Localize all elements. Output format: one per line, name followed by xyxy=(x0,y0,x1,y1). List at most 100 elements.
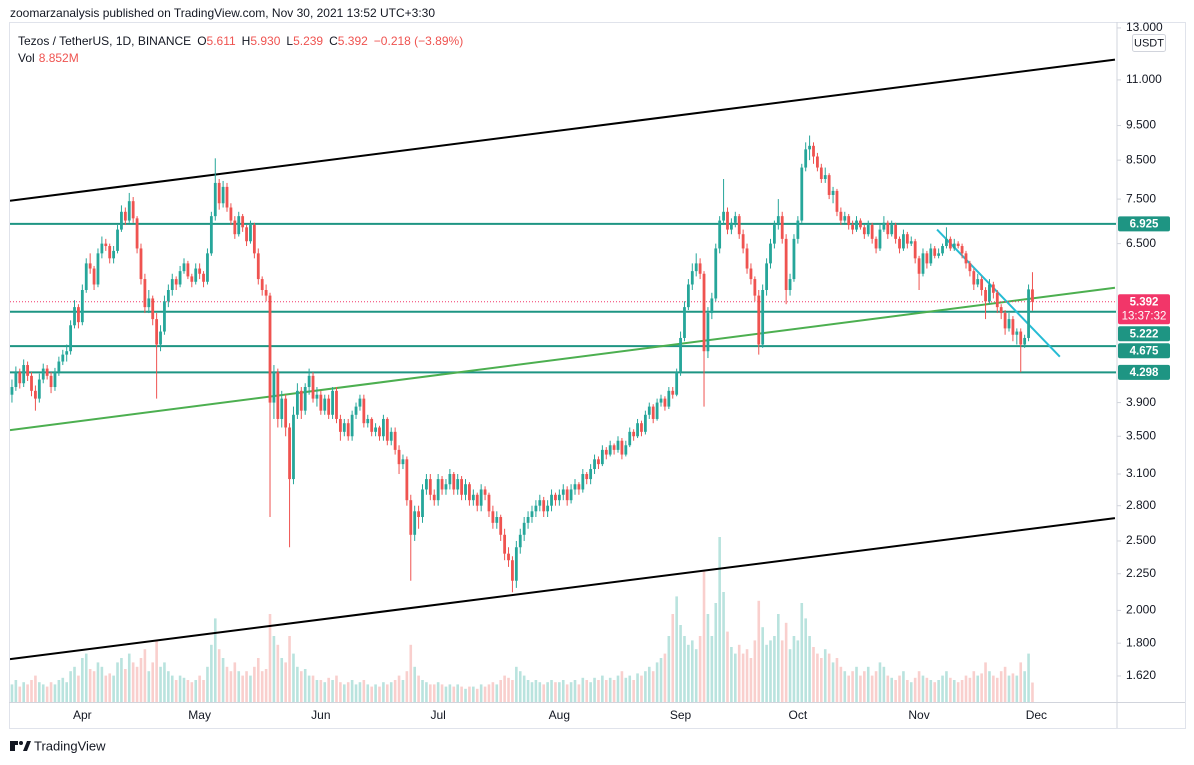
candle-body xyxy=(1015,331,1019,335)
candle-body xyxy=(561,489,565,495)
candle-body xyxy=(487,494,491,512)
publisher-header: zoomarzanalysis published on TradingView… xyxy=(10,6,435,20)
candle-body xyxy=(718,220,722,249)
candle-body xyxy=(729,222,733,230)
volume-bar xyxy=(88,669,92,702)
x-tick-label: Nov xyxy=(908,708,929,722)
candle-body xyxy=(890,225,894,235)
candle-body xyxy=(984,289,987,302)
volume-bar xyxy=(526,680,530,702)
volume-bar xyxy=(952,680,956,702)
volume-bar xyxy=(96,662,100,702)
volume-bar xyxy=(472,686,475,702)
y-tick-label: 7.500 xyxy=(1126,191,1156,205)
candle-body xyxy=(565,489,569,501)
level-badge xyxy=(1118,326,1170,342)
quote-key: C xyxy=(329,34,338,48)
x-tick-label: Apr xyxy=(73,708,92,722)
candle-body xyxy=(776,216,780,226)
candle-body xyxy=(315,394,319,399)
candle-body xyxy=(18,372,22,384)
candle-body xyxy=(538,500,542,506)
candle-body xyxy=(765,263,768,290)
candle-body xyxy=(972,271,976,285)
volume-readout: 8.852M xyxy=(39,51,79,65)
candle-body xyxy=(690,271,694,285)
volume-bar xyxy=(558,682,561,702)
volume-bar xyxy=(604,680,608,702)
x-tick-label: Aug xyxy=(549,708,570,722)
currency-box[interactable] xyxy=(1132,34,1166,52)
candle-body xyxy=(921,253,925,274)
volume-bar xyxy=(863,671,866,702)
candle-body xyxy=(233,220,237,235)
candle-body xyxy=(655,402,659,419)
candle-body xyxy=(886,222,890,235)
candle-body xyxy=(190,276,194,282)
volume-bar xyxy=(397,675,401,702)
candle-body xyxy=(816,156,819,168)
candle-body xyxy=(327,398,331,415)
candle-body xyxy=(784,238,788,290)
candle-body xyxy=(280,398,284,419)
candle-body xyxy=(425,479,428,490)
volume-bar xyxy=(921,675,925,702)
volume-bar xyxy=(155,640,158,702)
candle-body xyxy=(378,427,381,437)
volume-bar xyxy=(73,666,76,702)
volume-bar xyxy=(159,666,162,702)
candle-body xyxy=(866,225,870,235)
volume-bar xyxy=(194,680,198,702)
candle-body xyxy=(722,211,725,221)
currency-label[interactable]: USDT xyxy=(1134,37,1164,49)
volume-bar xyxy=(792,636,796,702)
candle-body xyxy=(57,361,61,373)
level-badge xyxy=(1118,216,1170,232)
volume-bar xyxy=(401,680,405,702)
candle-body xyxy=(389,431,393,441)
candle-body xyxy=(237,216,241,235)
candle-body xyxy=(311,375,315,399)
volume-bar xyxy=(671,614,675,702)
volume-bar xyxy=(413,666,416,702)
volume-bar xyxy=(210,644,213,702)
candle-body xyxy=(295,390,299,415)
candle-body xyxy=(686,284,690,308)
volume-bar xyxy=(554,682,557,702)
candle-body xyxy=(847,216,851,226)
volume-bar xyxy=(679,625,682,702)
candle-body xyxy=(577,484,581,490)
candle-body xyxy=(557,494,561,501)
volume-bar xyxy=(432,684,436,702)
candle-body xyxy=(108,246,112,259)
candle-body xyxy=(999,307,1003,314)
candle-body xyxy=(88,263,92,269)
volume-bar xyxy=(299,671,303,702)
candle-body xyxy=(409,500,413,535)
y-tick-label: 6.500 xyxy=(1126,236,1156,250)
y-tick-label: 2.250 xyxy=(1126,566,1156,580)
trend-line xyxy=(10,517,1116,661)
candle-body xyxy=(209,216,213,254)
volume-bar xyxy=(190,682,194,702)
x-tick-label: Dec xyxy=(1026,708,1047,722)
volume-bar xyxy=(284,662,287,702)
volume-bar xyxy=(546,682,549,702)
candle-body xyxy=(225,186,229,208)
level-badge xyxy=(1118,343,1170,359)
volume-bar xyxy=(53,684,57,702)
volume-bar xyxy=(116,662,119,702)
volume-bar xyxy=(593,677,596,702)
candle-body xyxy=(902,234,905,249)
volume-bar xyxy=(198,675,201,702)
volume-bar xyxy=(734,653,737,702)
volume-bar xyxy=(573,680,577,702)
volume-bar xyxy=(655,662,659,702)
candle-body xyxy=(913,241,917,259)
candle-body xyxy=(460,479,464,495)
candle-body xyxy=(323,398,327,411)
candle-body xyxy=(288,427,291,480)
candle-body xyxy=(256,253,260,280)
volume-bar xyxy=(784,622,788,702)
